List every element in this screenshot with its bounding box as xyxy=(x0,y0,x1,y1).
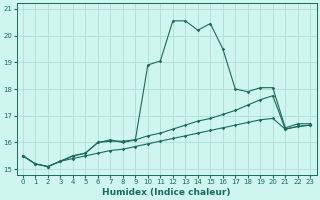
X-axis label: Humidex (Indice chaleur): Humidex (Indice chaleur) xyxy=(102,188,231,197)
